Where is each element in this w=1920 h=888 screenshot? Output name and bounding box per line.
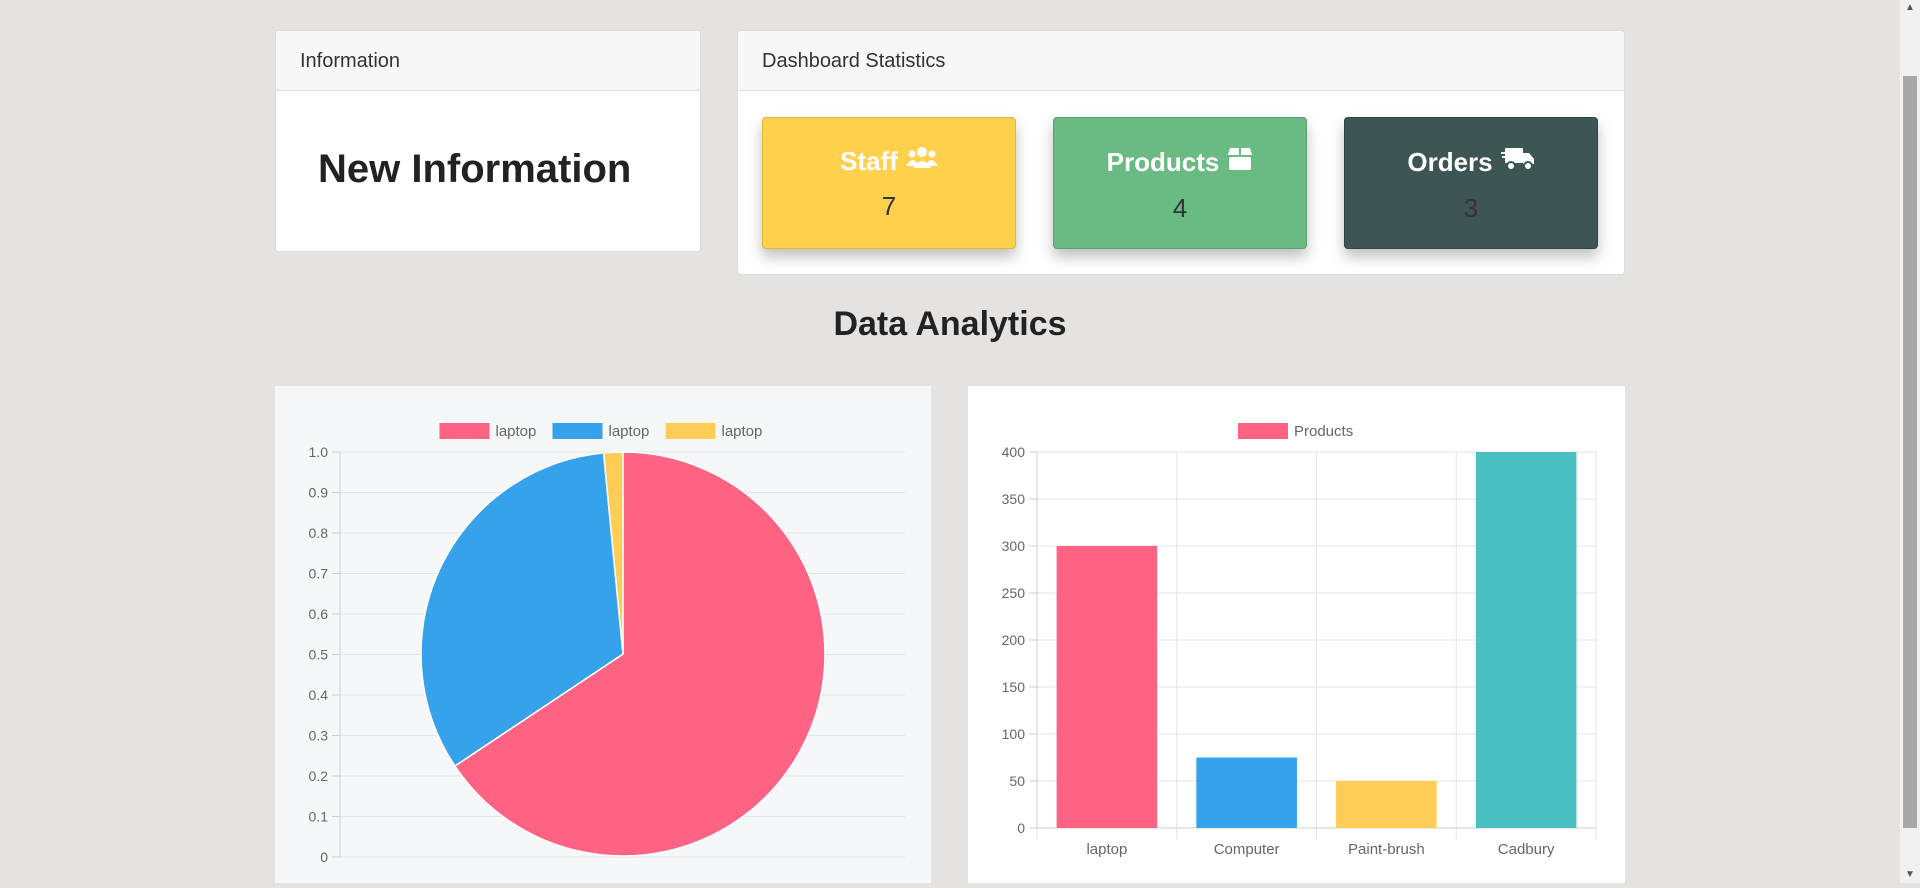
legend-swatch [439, 423, 490, 439]
dashboard-statistics-header: Dashboard Statistics [738, 31, 1624, 91]
y-tick-label: 100 [1002, 726, 1026, 742]
orders-label: Orders [1407, 147, 1493, 177]
legend-swatch [665, 423, 716, 439]
y-tick-label: 0.3 [309, 728, 329, 744]
y-tick-label: 0.1 [309, 809, 329, 825]
x-tick-label: Paint-brush [1348, 841, 1425, 858]
y-tick-label: 0.2 [309, 768, 329, 784]
shipping-truck-icon [1500, 146, 1535, 179]
legend-label: laptop [722, 423, 763, 440]
y-tick-label: 0.7 [309, 566, 329, 582]
y-tick-label: 200 [1002, 632, 1026, 648]
scroll-down-arrow-icon[interactable]: ▼ [1905, 869, 1915, 880]
scroll-up-arrow-icon[interactable]: ▲ [1905, 2, 1915, 13]
staff-count: 7 [881, 191, 897, 221]
products-stat-card[interactable]: Products 4 [1053, 117, 1307, 249]
legend-label: laptop [609, 423, 650, 440]
staff-stat-card[interactable]: Staff 7 [762, 117, 1016, 249]
bar-chart-panel: Products 400 350 300 250 200 150 100 50 0 laptop Co… [968, 386, 1625, 883]
y-tick-label: 0 [1017, 820, 1025, 836]
y-tick-label: 300 [1002, 538, 1026, 554]
y-tick-label: 400 [1002, 444, 1026, 460]
legend-swatch [1238, 423, 1288, 439]
x-tick-label: Cadbury [1498, 841, 1555, 858]
products-count: 4 [1172, 193, 1188, 223]
x-tick-label: Computer [1214, 841, 1280, 858]
y-tick-label: 0.8 [309, 525, 329, 541]
y-tick-label: 0.5 [309, 647, 329, 663]
information-header: Information [276, 31, 700, 91]
bar-chart[interactable]: Products 400 350 300 250 200 150 100 50 0 laptop Co… [968, 386, 1625, 883]
x-tick-label: laptop [1086, 841, 1127, 858]
legend-swatch [552, 423, 603, 439]
bar [1336, 781, 1437, 828]
legend-label: Products [1294, 423, 1353, 440]
y-tick-label: 1.0 [309, 444, 329, 460]
pie-chart[interactable]: laptop laptop laptop 1.0 0.9 0.8 0.7 0.6 0.5 0.4 0… [275, 386, 931, 883]
y-tick-label: 0.9 [309, 485, 329, 501]
staff-label: Staff [840, 146, 898, 176]
y-tick-label: 350 [1002, 491, 1026, 507]
scroll-thumb[interactable] [1903, 76, 1917, 828]
pie-slice [602, 451, 624, 655]
y-tick-label: 50 [1009, 773, 1025, 789]
pie-slice [420, 452, 624, 768]
bar [1196, 757, 1297, 828]
page-scrollbar[interactable]: ▲ ▼ [1900, 0, 1920, 883]
data-analytics-heading: Data Analytics [833, 305, 1067, 343]
y-tick-label: 250 [1002, 585, 1026, 601]
legend-label: laptop [496, 423, 537, 440]
y-tick-label: 0 [320, 849, 328, 865]
box-icon [1227, 146, 1253, 179]
users-icon [905, 146, 938, 177]
y-tick-label: 150 [1002, 679, 1026, 695]
information-card: Information New Information [275, 30, 701, 252]
products-label: Products [1106, 147, 1220, 177]
orders-count: 3 [1463, 193, 1479, 223]
pie-chart-panel: laptop laptop laptop 1.0 0.9 0.8 0.7 0.6 0.5 0.4 0… [275, 386, 931, 883]
information-text: New Information [318, 147, 632, 191]
y-tick-label: 0.6 [309, 606, 329, 622]
pie-slice [453, 451, 826, 857]
orders-stat-card[interactable]: Orders 3 [1344, 117, 1598, 249]
bar [1475, 452, 1577, 828]
bar [1056, 546, 1158, 828]
y-tick-label: 0.4 [309, 687, 329, 703]
